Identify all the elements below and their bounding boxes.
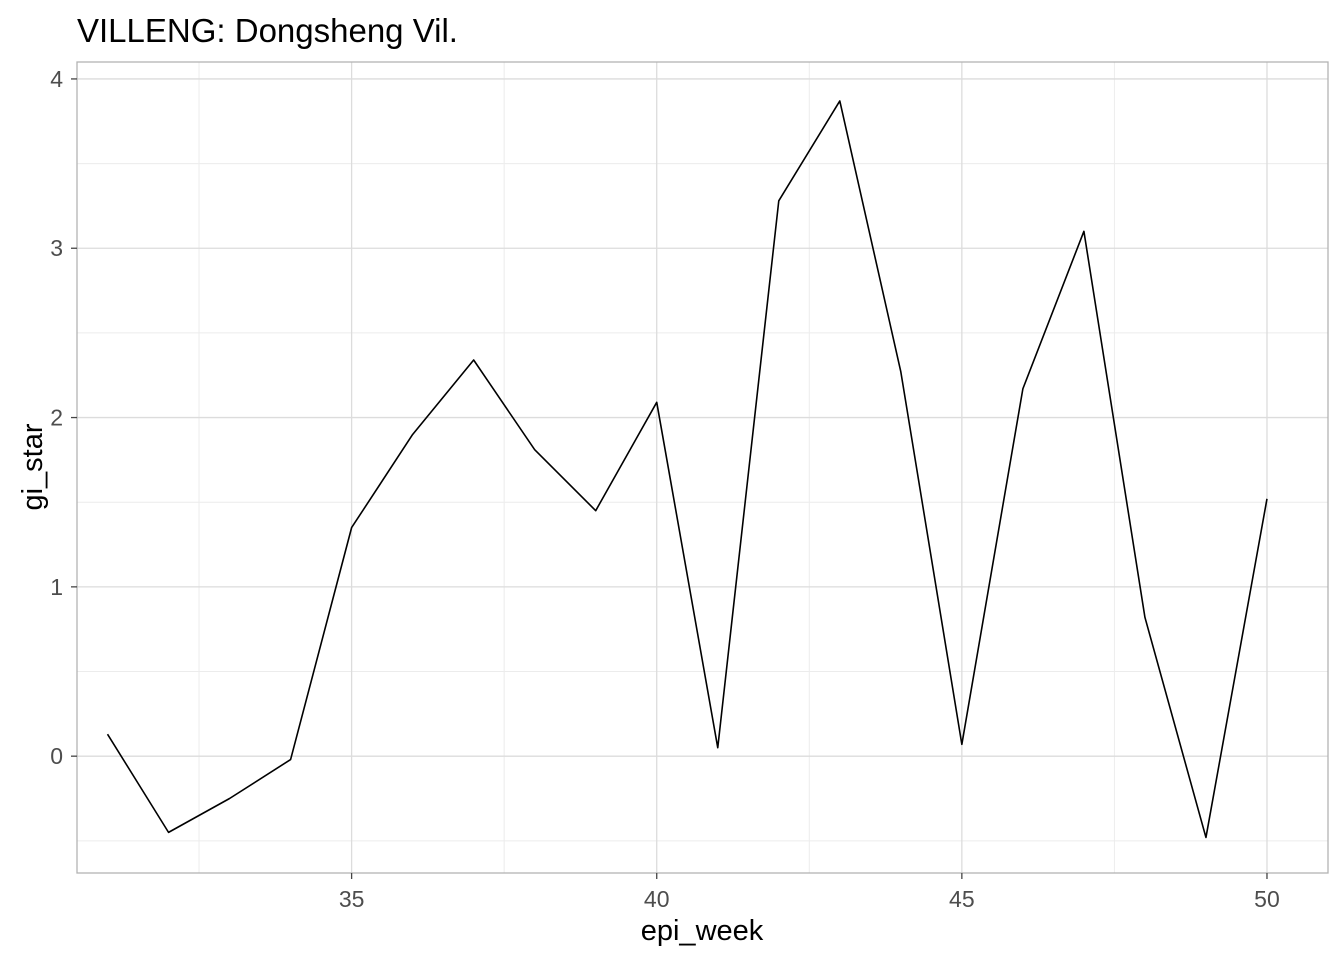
series-layer	[106, 100, 1268, 839]
y-axis-ticks: 0 1 2 3 4	[50, 66, 77, 769]
y-tick-label: 0	[50, 743, 63, 769]
plot-panel-border	[76, 61, 1329, 874]
chart-title: VILLENG: Dongsheng Vil.	[77, 12, 458, 49]
x-tick-label: 40	[644, 886, 670, 912]
y-tick-label: 2	[50, 405, 63, 431]
x-axis-label: epi_week	[641, 915, 764, 947]
x-tick-label: 50	[1254, 886, 1280, 912]
x-tick-label: 45	[949, 886, 975, 912]
x-axis-ticks: 35 40 45 50	[339, 873, 1280, 912]
y-axis-label: gi_star	[17, 423, 49, 510]
minor-gridlines	[77, 62, 1328, 873]
y-tick-label: 1	[50, 574, 63, 600]
y-tick-label: 4	[50, 66, 63, 92]
x-tick-label: 35	[339, 886, 365, 912]
series-line	[106, 100, 1268, 839]
y-tick-label: 3	[50, 235, 63, 261]
major-gridlines	[77, 62, 1328, 873]
